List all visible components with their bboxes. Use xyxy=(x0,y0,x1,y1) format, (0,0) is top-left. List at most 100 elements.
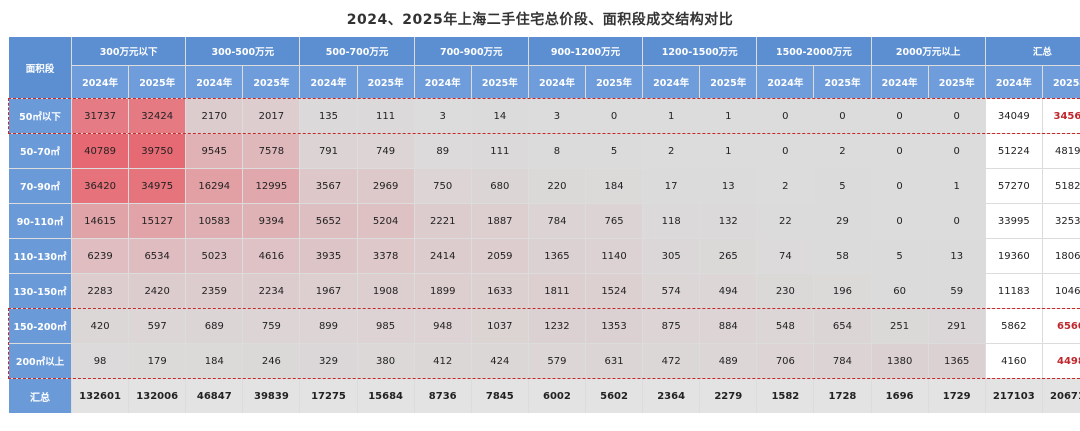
table-cell: 4160 xyxy=(985,344,1042,378)
table-cell: 4616 xyxy=(243,239,300,273)
table-cell: 14 xyxy=(493,110,507,122)
table-cell: 36420 xyxy=(72,169,129,203)
table-cell: 3 xyxy=(439,110,446,122)
year-header: 2025年 xyxy=(471,66,528,98)
table-cell: 2 xyxy=(782,180,789,192)
table-cell: 899 xyxy=(300,309,357,343)
table-cell: 15127 xyxy=(129,204,186,238)
table-cell: 380 xyxy=(358,344,414,378)
table-cell: 5 xyxy=(610,145,618,157)
table-cell: 948 xyxy=(414,309,471,343)
table-cell: 34975 xyxy=(129,169,186,203)
table-cell: 13 xyxy=(950,250,964,262)
year-header: 2025年 xyxy=(585,66,643,98)
table-cell: 184 xyxy=(204,355,224,367)
table-cell: 329 xyxy=(300,344,356,378)
price-band-header: 1500-2000万元 xyxy=(757,37,871,65)
year-header: 2024年 xyxy=(528,66,585,98)
price-band-header: 300万元以下 xyxy=(72,37,186,65)
area-band-label: 50-70㎡ xyxy=(9,134,71,168)
table-cell: 3 xyxy=(553,110,561,122)
total-cell: 5602 xyxy=(585,379,643,413)
table-cell: 305 xyxy=(643,239,699,273)
table-cell: 3935 xyxy=(300,239,357,273)
table-cell: 749 xyxy=(357,134,414,168)
table-cell: 2414 xyxy=(414,239,471,273)
table-cell: 98 xyxy=(93,355,107,367)
total-cell: 1696 xyxy=(871,379,928,413)
table-cell: 5 xyxy=(839,180,846,192)
table-cell: 5652 xyxy=(300,204,357,238)
total-cell: 1729 xyxy=(928,379,985,413)
table-cell: 7578 xyxy=(243,134,300,168)
table-cell: 57270 xyxy=(985,169,1042,203)
table-cell: 1811 xyxy=(528,274,585,308)
table-cell: 2221 xyxy=(414,204,471,238)
table-cell: 135 xyxy=(318,110,339,122)
table-cell: 14615 xyxy=(72,204,129,238)
table-cell: 6560 xyxy=(1042,309,1080,343)
table-cell: 5862 xyxy=(985,309,1042,343)
table-cell: 574 xyxy=(643,274,700,308)
table-cell: 0 xyxy=(782,145,789,157)
table-cell: 230 xyxy=(757,274,813,308)
year-header: 2024年 xyxy=(186,66,243,98)
table-cell: 1 xyxy=(725,145,732,157)
table-cell: 784 xyxy=(814,344,871,378)
table-cell: 1967 xyxy=(300,274,357,308)
table-cell: 2969 xyxy=(357,169,414,203)
table-cell: 59 xyxy=(950,285,964,297)
table-cell: 132 xyxy=(718,215,738,227)
total-cell: 206712 xyxy=(1042,379,1080,413)
table-cell: 89 xyxy=(436,145,450,157)
table-cell: 51224 xyxy=(985,134,1042,168)
table-cell: 579 xyxy=(528,344,585,378)
chart-title: 2024、2025年上海二手住宅总价段、面积段成交结构对比 xyxy=(346,12,734,28)
total-cell: 1582 xyxy=(757,379,814,413)
table-cell: 2 xyxy=(667,145,675,157)
table-cell: 22 xyxy=(779,215,792,227)
table-cell: 494 xyxy=(700,274,757,308)
table-cell: 0 xyxy=(610,110,618,122)
area-band-label: 90-110㎡ xyxy=(9,204,71,238)
table-cell: 33995 xyxy=(985,204,1042,238)
table-cell: 2359 xyxy=(186,274,243,308)
table-cell: 251 xyxy=(872,309,928,343)
table-cell: 34049 xyxy=(985,99,1042,133)
table-cell: 1353 xyxy=(585,309,643,343)
table-cell: 759 xyxy=(243,309,300,343)
table-cell: 4498 xyxy=(1042,344,1080,378)
table-cell: 0 xyxy=(953,110,960,122)
year-header: 2025年 xyxy=(357,66,414,98)
table-cell: 1037 xyxy=(471,309,528,343)
table-cell: 111 xyxy=(376,110,396,122)
data-table: 面积段 300万元以下 2024年 2025年 300-500万元 2024年 2025年 5… xyxy=(9,37,1080,413)
table-cell: 1380 xyxy=(871,344,928,378)
table-cell: 111 xyxy=(490,145,510,157)
table-cell: 0 xyxy=(782,110,789,122)
table-cell: 1365 xyxy=(528,239,585,273)
year-header: 2024年 xyxy=(414,66,471,98)
total-cell: 1728 xyxy=(814,379,871,413)
area-band-label: 110-130㎡ xyxy=(9,239,71,273)
table-cell: 2283 xyxy=(72,274,129,308)
table-cell: 1908 xyxy=(357,274,414,308)
table-cell: 0 xyxy=(896,145,903,157)
total-cell: 6002 xyxy=(528,379,585,413)
table-cell: 2059 xyxy=(471,239,528,273)
table-cell: 0 xyxy=(896,180,903,192)
area-band-label: 130-150㎡ xyxy=(9,274,71,308)
table-cell: 689 xyxy=(186,309,243,343)
table-cell: 0 xyxy=(896,110,903,122)
table-cell: 2234 xyxy=(243,274,300,308)
year-header: 2024年 xyxy=(757,66,814,98)
table-cell: 884 xyxy=(700,309,757,343)
table-cell: 706 xyxy=(757,344,814,378)
table-cell: 791 xyxy=(300,134,357,168)
table-cell: 12995 xyxy=(243,169,300,203)
year-header: 2025年 xyxy=(928,66,985,98)
price-band-header: 700-900万元 xyxy=(414,37,528,65)
table-cell: 1 xyxy=(667,110,675,122)
table-cell: 9394 xyxy=(243,204,300,238)
price-band-header: 900-1200万元 xyxy=(528,37,643,65)
